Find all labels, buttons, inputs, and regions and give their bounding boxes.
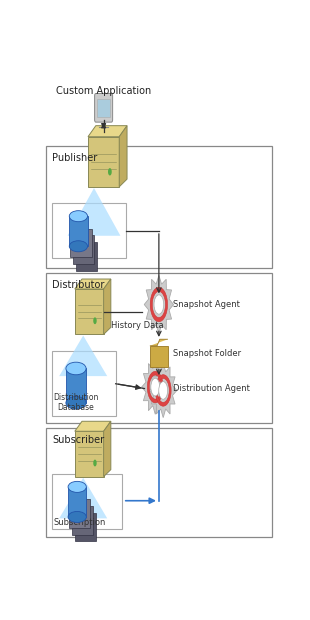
Bar xyxy=(73,235,95,264)
Ellipse shape xyxy=(68,512,86,523)
Bar xyxy=(74,513,96,541)
Polygon shape xyxy=(75,289,104,334)
Ellipse shape xyxy=(66,397,86,409)
Polygon shape xyxy=(75,432,104,477)
Circle shape xyxy=(154,295,164,314)
Text: Snapshot Folder: Snapshot Folder xyxy=(173,349,241,358)
Circle shape xyxy=(108,168,112,175)
Ellipse shape xyxy=(68,481,86,492)
Text: Distribution Agent: Distribution Agent xyxy=(173,384,250,393)
Bar xyxy=(66,368,86,403)
Polygon shape xyxy=(142,360,169,414)
Ellipse shape xyxy=(69,241,87,252)
FancyBboxPatch shape xyxy=(95,94,113,122)
Text: Subscription: Subscription xyxy=(53,518,106,527)
Text: Subscriber: Subscriber xyxy=(52,435,104,445)
Polygon shape xyxy=(75,279,111,289)
Text: Publisher: Publisher xyxy=(52,153,97,163)
Polygon shape xyxy=(68,188,120,236)
Circle shape xyxy=(93,317,97,324)
Bar xyxy=(68,487,86,517)
FancyBboxPatch shape xyxy=(52,474,122,529)
FancyBboxPatch shape xyxy=(52,352,116,416)
Text: History Data: History Data xyxy=(111,321,163,330)
Bar xyxy=(69,499,91,528)
Polygon shape xyxy=(144,275,174,334)
Polygon shape xyxy=(104,421,111,477)
Polygon shape xyxy=(75,421,111,432)
Bar xyxy=(72,506,93,534)
Circle shape xyxy=(159,382,168,399)
Polygon shape xyxy=(88,126,127,136)
FancyBboxPatch shape xyxy=(97,99,110,117)
FancyBboxPatch shape xyxy=(46,146,272,268)
FancyBboxPatch shape xyxy=(46,273,272,423)
Polygon shape xyxy=(149,363,177,418)
Ellipse shape xyxy=(66,362,86,374)
Polygon shape xyxy=(150,346,168,367)
Polygon shape xyxy=(59,478,107,518)
FancyBboxPatch shape xyxy=(46,428,272,538)
Text: Distribution
Database: Distribution Database xyxy=(53,393,99,412)
Circle shape xyxy=(93,459,97,466)
Bar xyxy=(69,216,87,246)
Bar xyxy=(70,229,92,257)
FancyBboxPatch shape xyxy=(52,203,126,258)
Text: Distributor: Distributor xyxy=(52,280,104,290)
Polygon shape xyxy=(59,335,107,376)
Text: Custom Application: Custom Application xyxy=(56,86,151,96)
Polygon shape xyxy=(150,339,168,346)
Bar xyxy=(76,242,97,270)
Text: Snapshot Agent: Snapshot Agent xyxy=(173,300,240,309)
Polygon shape xyxy=(104,279,111,334)
Polygon shape xyxy=(88,136,119,187)
Polygon shape xyxy=(119,126,127,187)
Ellipse shape xyxy=(69,211,87,222)
Circle shape xyxy=(151,378,160,396)
